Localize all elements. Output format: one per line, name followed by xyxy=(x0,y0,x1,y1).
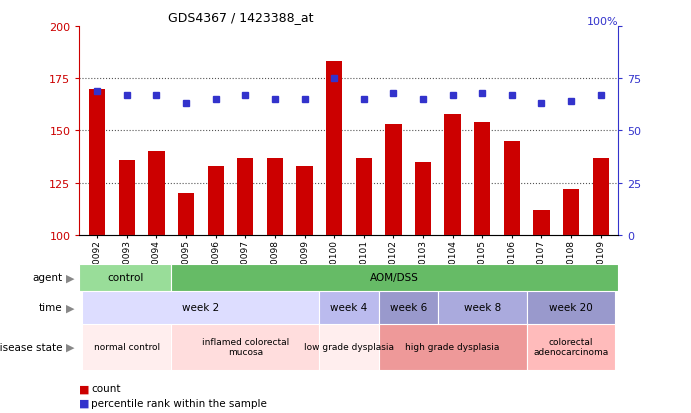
Bar xyxy=(379,291,438,324)
Bar xyxy=(563,190,579,235)
Bar xyxy=(237,158,254,235)
Bar xyxy=(319,291,379,324)
Text: AOM/DSS: AOM/DSS xyxy=(370,273,419,283)
Bar xyxy=(415,162,431,235)
Text: ▶: ▶ xyxy=(66,273,75,283)
Bar xyxy=(474,123,491,235)
Bar xyxy=(296,166,312,235)
Text: 100%: 100% xyxy=(587,17,618,27)
Bar xyxy=(89,89,105,235)
Text: week 6: week 6 xyxy=(390,303,427,313)
Bar xyxy=(504,142,520,235)
Text: colorectal
adenocarcinoma: colorectal adenocarcinoma xyxy=(533,337,609,356)
Bar xyxy=(319,324,379,370)
Bar xyxy=(79,264,171,291)
Bar xyxy=(82,324,171,370)
Text: ▶: ▶ xyxy=(66,303,75,313)
Text: week 4: week 4 xyxy=(330,303,368,313)
Bar xyxy=(119,160,135,235)
Text: week 2: week 2 xyxy=(182,303,220,313)
Bar xyxy=(379,324,527,370)
Bar xyxy=(326,62,342,235)
Text: high grade dysplasia: high grade dysplasia xyxy=(406,342,500,351)
Text: low grade dysplasia: low grade dysplasia xyxy=(304,342,394,351)
Bar xyxy=(444,114,461,235)
Text: percentile rank within the sample: percentile rank within the sample xyxy=(91,398,267,408)
Text: ▶: ▶ xyxy=(66,342,75,352)
Text: week 8: week 8 xyxy=(464,303,501,313)
Title: GDS4367 / 1423388_at: GDS4367 / 1423388_at xyxy=(169,11,314,24)
Text: time: time xyxy=(39,303,62,313)
Text: ■: ■ xyxy=(79,398,90,408)
Text: agent: agent xyxy=(32,273,62,283)
Text: week 20: week 20 xyxy=(549,303,593,313)
Text: disease state: disease state xyxy=(0,342,62,352)
Bar xyxy=(527,291,616,324)
Bar xyxy=(385,125,401,235)
Bar xyxy=(267,158,283,235)
Bar xyxy=(533,210,549,235)
Text: normal control: normal control xyxy=(94,342,160,351)
Text: count: count xyxy=(91,383,121,393)
Bar xyxy=(171,264,618,291)
Bar xyxy=(178,194,194,235)
Text: control: control xyxy=(107,273,144,283)
Bar xyxy=(207,166,224,235)
Bar xyxy=(171,324,319,370)
Text: ■: ■ xyxy=(79,383,90,393)
Bar xyxy=(592,158,609,235)
Bar xyxy=(82,291,319,324)
Bar xyxy=(356,158,372,235)
Bar xyxy=(149,152,164,235)
Text: inflamed colorectal
mucosa: inflamed colorectal mucosa xyxy=(202,337,289,356)
Bar xyxy=(527,324,616,370)
Bar xyxy=(438,291,527,324)
